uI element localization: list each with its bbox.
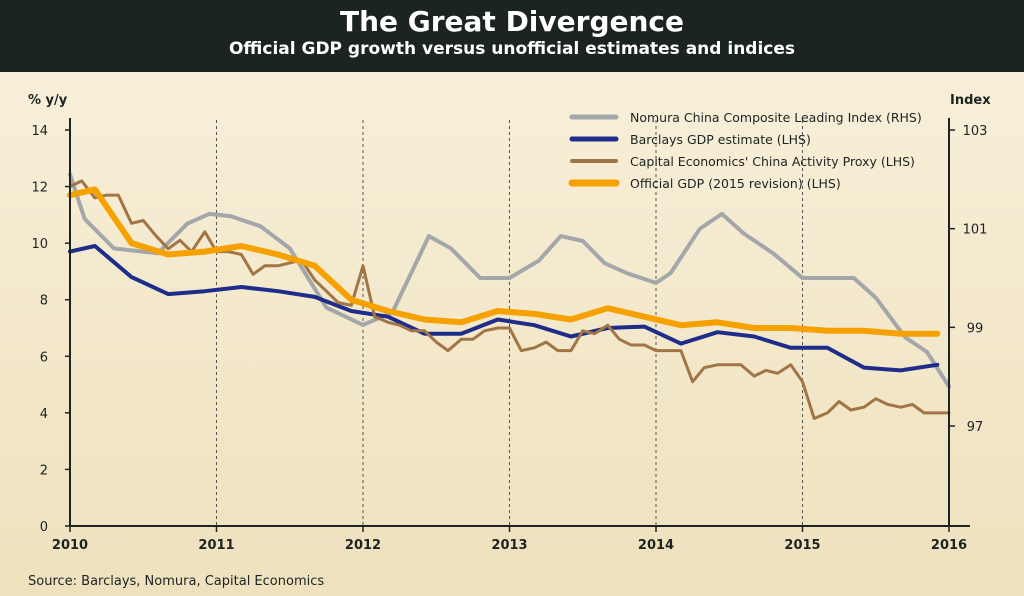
chart-title: The Great Divergence [339, 5, 685, 38]
line-chart: 2010 2011 2012 2013 2014 2015 2016 0 2 4 6 8 10 12 14 9… [28, 93, 991, 589]
y-left-tick-label-0: 0 [40, 520, 48, 535]
y-left-tick-label-4: 4 [40, 407, 48, 422]
x-tick-label-2010: 2010 [52, 538, 88, 553]
y-right-axis-label: Index [950, 93, 991, 108]
x-tick-label-2014: 2014 [638, 538, 674, 553]
x-tick-label-2016: 2016 [931, 538, 967, 553]
y-left-tick-label-14: 14 [31, 124, 48, 139]
series-line-barclays [68, 244, 940, 373]
y-right-tick-label-103: 103 [963, 124, 988, 139]
y-right-tick-label-101: 101 [963, 223, 988, 238]
y-left-tick-label-12: 12 [31, 181, 48, 196]
y-left-tick-label-10: 10 [31, 237, 48, 252]
y-right-tick-label-97: 97 [967, 420, 984, 435]
source-note: Source: Barclays, Nomura, Capital Econom… [28, 574, 324, 589]
y-right-tick-label-99: 99 [967, 321, 984, 336]
series-line-nomura [68, 172, 951, 389]
series-line-official [67, 186, 941, 337]
chart-header: The Great Divergence Official GDP growth… [0, 0, 1024, 72]
x-tick-label-2013: 2013 [491, 538, 527, 553]
chart-legend: Nomura China Composite Leading Index (RH… [568, 110, 922, 191]
x-tick-label-2011: 2011 [198, 538, 234, 553]
x-tick-label-2012: 2012 [345, 538, 381, 553]
y-left-tick-label-2: 2 [40, 463, 48, 478]
legend-label-official: Official GDP (2015 revision) (LHS) [630, 176, 841, 191]
legend-label-capital: Capital Economics' China Activity Proxy … [630, 154, 915, 169]
chart-subtitle: Official GDP growth versus unofficial es… [228, 39, 796, 59]
y-left-axis-label: % y/y [28, 93, 68, 108]
chart-area: 2010 2011 2012 2013 2014 2015 2016 0 2 4 6 8 10 12 14 9… [0, 72, 1024, 596]
legend-label-nomura: Nomura China Composite Leading Index (RH… [630, 110, 922, 125]
y-left-tick-label-8: 8 [40, 294, 48, 309]
legend-label-barclays: Barclays GDP estimate (LHS) [630, 132, 811, 147]
x-tick-label-2015: 2015 [784, 538, 820, 553]
y-left-tick-label-6: 6 [40, 350, 48, 365]
